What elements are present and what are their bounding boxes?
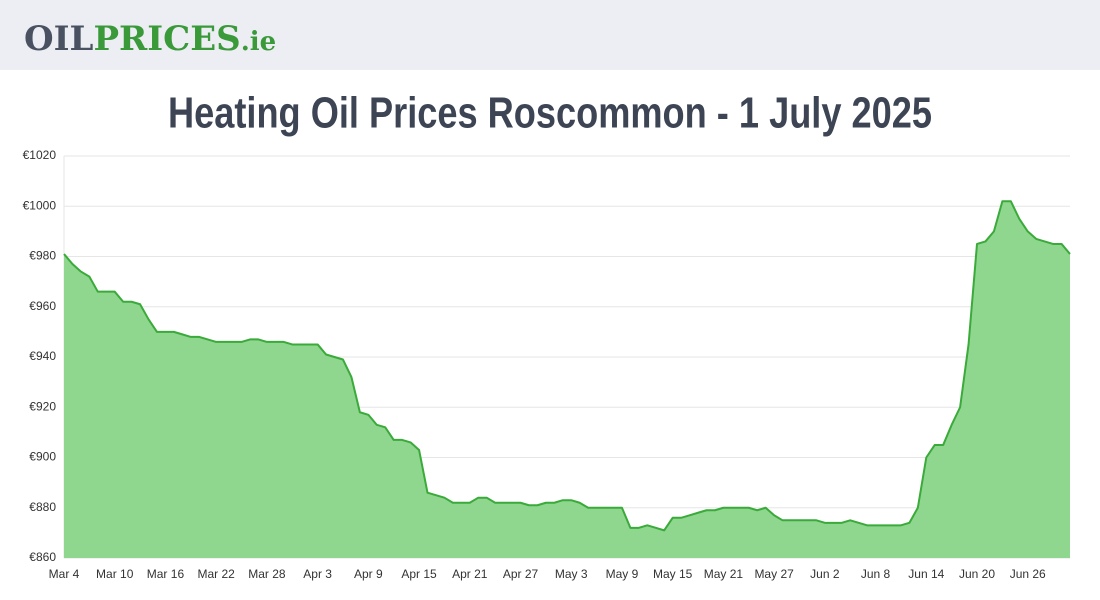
x-tick-label: Jun 8: [861, 567, 891, 581]
x-tick-label: Apr 3: [303, 567, 332, 581]
logo[interactable]: OILPRICES.ie: [24, 19, 276, 59]
x-tick-label: Mar 16: [147, 567, 185, 581]
x-tick-label: Jun 2: [810, 567, 840, 581]
x-tick-label: Apr 15: [401, 567, 437, 581]
logo-prices: PRICES: [93, 19, 240, 59]
y-tick-label: €1020: [23, 148, 57, 162]
y-tick-label: €860: [29, 550, 56, 564]
x-tick-label: Mar 22: [197, 567, 235, 581]
x-tick-label: May 27: [754, 567, 794, 581]
x-tick-label: Apr 27: [503, 567, 539, 581]
y-tick-label: €880: [29, 500, 56, 514]
x-tick-label: Apr 21: [452, 567, 488, 581]
x-tick-label: May 21: [704, 567, 744, 581]
y-tick-label: €920: [29, 399, 56, 413]
y-tick-label: €940: [29, 349, 56, 363]
x-tick-label: May 15: [653, 567, 693, 581]
x-tick-label: Mar 28: [248, 567, 286, 581]
x-tick-label: Jun 20: [959, 567, 995, 581]
x-tick-label: May 3: [555, 567, 588, 581]
logo-tld: .ie: [241, 27, 276, 57]
y-tick-label: €900: [29, 450, 56, 464]
y-tick-label: €980: [29, 249, 56, 263]
x-tick-label: Mar 4: [49, 567, 80, 581]
chart-title: Heating Oil Prices Roscommon - 1 July 20…: [168, 89, 932, 138]
x-tick-label: Jun 26: [1010, 567, 1046, 581]
x-tick-label: May 9: [606, 567, 639, 581]
x-tick-label: Mar 10: [96, 567, 134, 581]
line: [63, 200, 1071, 532]
y-tick-label: €960: [29, 299, 56, 313]
x-tick-label: Apr 9: [354, 567, 383, 581]
header-bar: [0, 0, 1100, 70]
area: [64, 201, 1070, 559]
x-tick-label: Jun 14: [908, 567, 944, 581]
logo-oil: OIL: [24, 19, 94, 59]
y-tick-label: €1000: [23, 198, 57, 212]
